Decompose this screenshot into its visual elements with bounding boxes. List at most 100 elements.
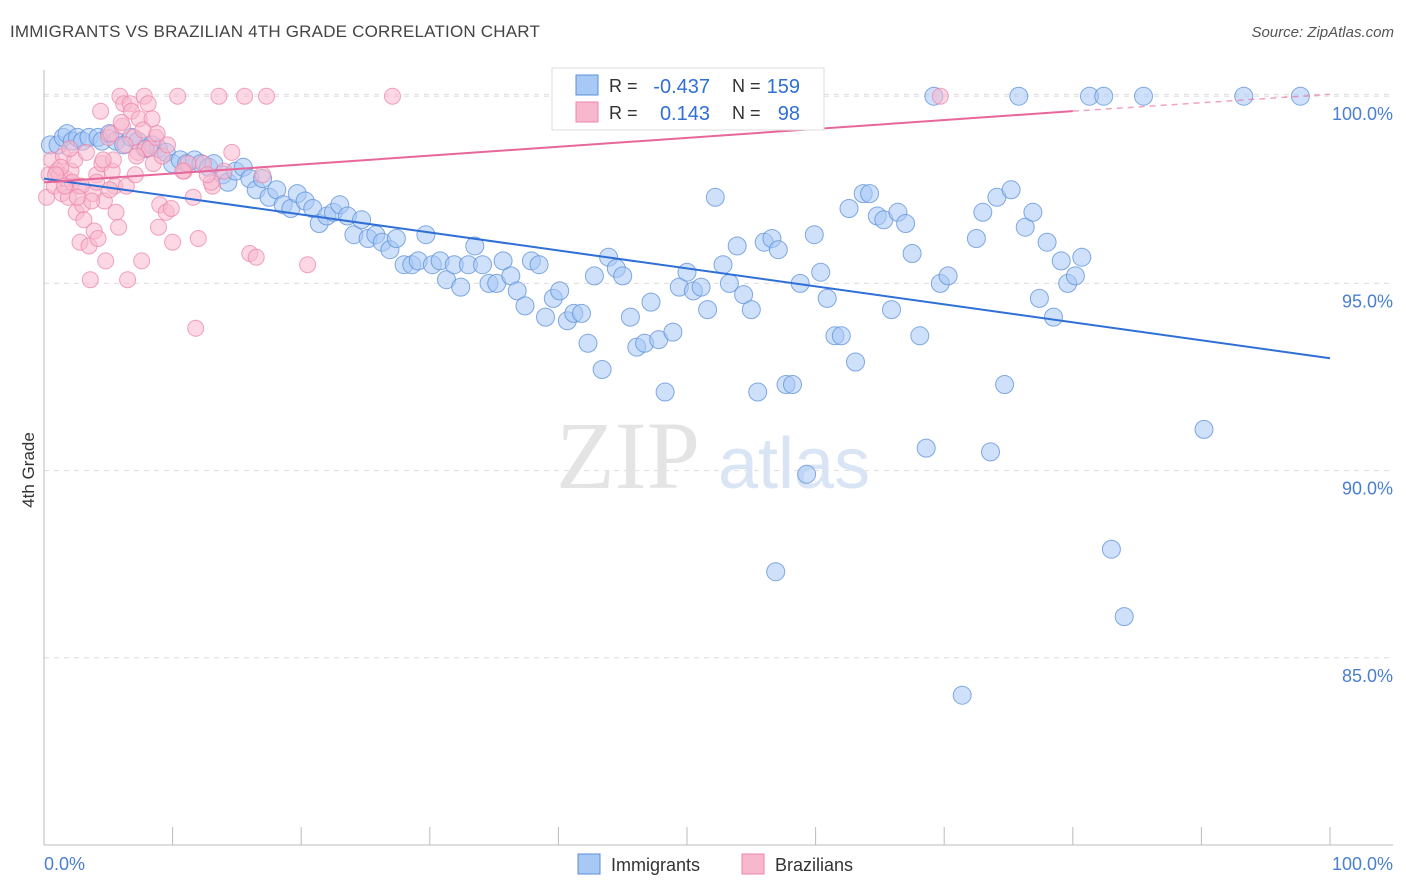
immigrants-point: [529, 255, 549, 275]
immigrants-point: [655, 382, 675, 402]
chart-source: Source: ZipAtlas.com: [1251, 24, 1394, 41]
brazilians-point: [247, 248, 265, 266]
chart-title: IMMIGRANTS VS BRAZILIAN 4TH GRADE CORREL…: [10, 22, 541, 41]
brazilians-point: [77, 143, 95, 161]
immigrants-trendline: [43, 177, 1331, 360]
legend-swatch-brazilians: [741, 853, 765, 875]
immigrants-point: [896, 214, 916, 233]
immigrants-point: [386, 229, 406, 248]
legend-r-value-brazilians: 0.143: [660, 103, 710, 125]
brazilians-point: [236, 87, 254, 105]
watermark-atlas: atlas: [718, 424, 870, 504]
brazilians-point: [83, 192, 101, 210]
immigrants-point: [734, 285, 754, 305]
immigrants-point: [536, 307, 555, 327]
immigrants-point: [713, 255, 733, 275]
brazilians-point: [89, 230, 107, 247]
brazilians-point: [143, 110, 161, 128]
brazilians-point: [101, 181, 119, 199]
brazilians-point: [189, 230, 207, 247]
x-tick-label-min: 0.0%: [44, 854, 85, 874]
immigrants-point: [507, 281, 527, 301]
brazilians-point: [174, 162, 192, 180]
immigrants-point: [797, 464, 817, 484]
brazilians-point: [258, 87, 275, 105]
immigrants-point: [1134, 86, 1153, 106]
axes-layer: 85.0% 90.0% 95.0% 100.0%: [43, 70, 1393, 846]
immigrants-point: [981, 442, 1000, 462]
immigrants-point: [572, 303, 591, 323]
immigrants-point: [768, 240, 788, 260]
brazilians-point: [68, 188, 86, 206]
immigrants-point: [831, 326, 851, 346]
y-tick-label: 90.0%: [1342, 479, 1393, 499]
legend-n-value-brazilians: 98: [778, 103, 800, 125]
immigrants-point: [698, 300, 718, 320]
immigrants-point: [1037, 232, 1057, 252]
brazilians-point: [254, 166, 272, 184]
immigrants-point: [1194, 419, 1214, 439]
immigrants-point: [1009, 86, 1029, 106]
legend-stats: R = -0.437 N = 159 R = 0.143 N = 98: [551, 67, 825, 131]
immigrants-point: [1023, 202, 1043, 222]
immigrants-point: [1234, 86, 1254, 106]
watermark-zip: ZIP: [556, 402, 700, 509]
immigrants-point: [677, 262, 697, 282]
immigrants-point: [839, 199, 859, 218]
brazilians-point: [94, 151, 112, 169]
immigrants-point: [952, 685, 972, 705]
brazilians-trendline-extension: [1072, 93, 1331, 112]
trend-layer: [43, 93, 1331, 360]
legend-stats-swatch-brazilians: [575, 101, 599, 123]
y-tick-label: 85.0%: [1342, 666, 1393, 686]
legend-label-immigrants: Immigrants: [611, 855, 700, 875]
legend-r-label-brazilians: R =: [609, 103, 638, 123]
brazilians-point: [107, 203, 125, 221]
immigrants-point: [966, 229, 986, 248]
immigrants-point: [416, 225, 436, 245]
brazilians-point: [119, 271, 137, 289]
brazilians-point: [210, 87, 228, 105]
immigrants-point: [1094, 86, 1114, 106]
immigrants-point: [663, 322, 683, 342]
points-layer: [38, 86, 1310, 705]
brazilians-point: [148, 125, 166, 143]
immigrants-point: [705, 187, 725, 207]
immigrants-point: [1114, 607, 1134, 627]
immigrants-point: [613, 266, 633, 286]
legend-n-label-immigrants: N =: [732, 76, 761, 96]
y-tick-label: 100.0%: [1332, 104, 1393, 124]
immigrants-point: [620, 307, 640, 327]
immigrants-point: [515, 296, 535, 316]
immigrants-point: [902, 244, 922, 263]
immigrants-point: [550, 281, 570, 301]
legend-swatch-immigrants: [577, 853, 601, 875]
brazilians-point: [128, 147, 146, 165]
brazilians-point: [116, 136, 134, 154]
brazilians-point: [150, 218, 167, 236]
legend-r-label-immigrants: R =: [609, 76, 638, 96]
legend-n-label-brazilians: N =: [732, 103, 761, 123]
immigrants-point: [804, 225, 824, 245]
immigrants-point: [882, 300, 901, 320]
immigrants-point: [691, 277, 711, 297]
brazilians-point: [134, 121, 152, 139]
immigrants-point: [727, 236, 747, 256]
legend-r-value-immigrants: -0.437: [653, 76, 710, 98]
y-tick-label: 95.0%: [1342, 291, 1393, 311]
immigrants-point: [995, 375, 1015, 394]
watermark: ZIP atlas: [556, 402, 870, 509]
brazilians-point: [139, 95, 157, 113]
brazilians-point: [97, 252, 115, 270]
immigrants-point: [846, 352, 865, 372]
immigrants-point: [741, 300, 761, 320]
immigrants-point: [916, 438, 936, 458]
immigrants-point: [860, 184, 880, 204]
immigrants-point: [1044, 307, 1063, 327]
brazilians-point: [169, 87, 187, 105]
immigrants-point: [493, 251, 513, 271]
brazilians-point: [81, 271, 99, 289]
immigrants-point: [584, 266, 604, 286]
brazilians-point: [164, 233, 182, 251]
